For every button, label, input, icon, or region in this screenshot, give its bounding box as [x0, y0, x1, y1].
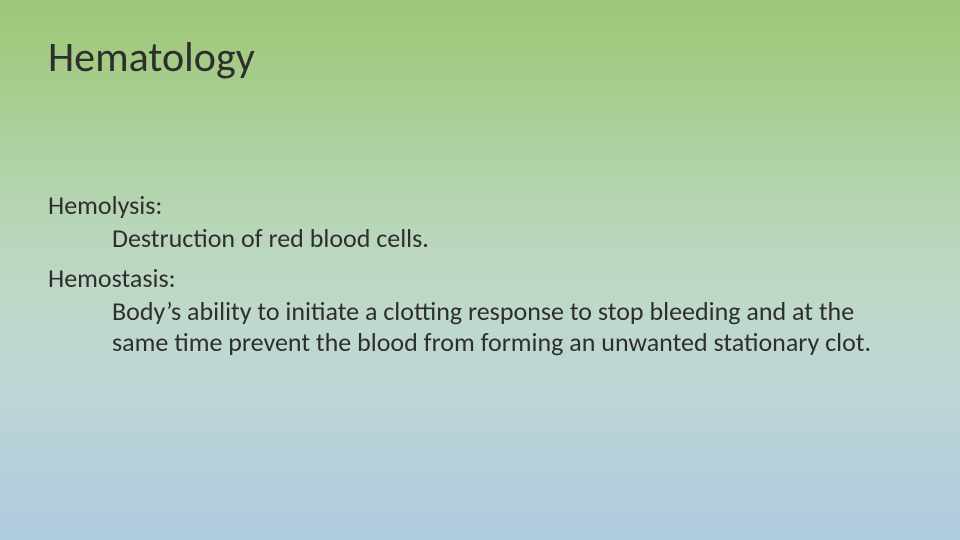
definition-hemostasis: Body’s ability to initiate a clotting re… — [112, 296, 908, 357]
term-hemostasis: Hemostasis: — [48, 263, 908, 294]
slide-body: Hemolysis: Destruction of red blood cell… — [48, 190, 908, 357]
definition-hemolysis: Destruction of red blood cells. — [112, 223, 908, 254]
term-hemolysis: Hemolysis: — [48, 190, 908, 221]
slide-title: Hematology — [48, 32, 255, 83]
slide: Hematology Hemolysis: Destruction of red… — [0, 0, 960, 540]
